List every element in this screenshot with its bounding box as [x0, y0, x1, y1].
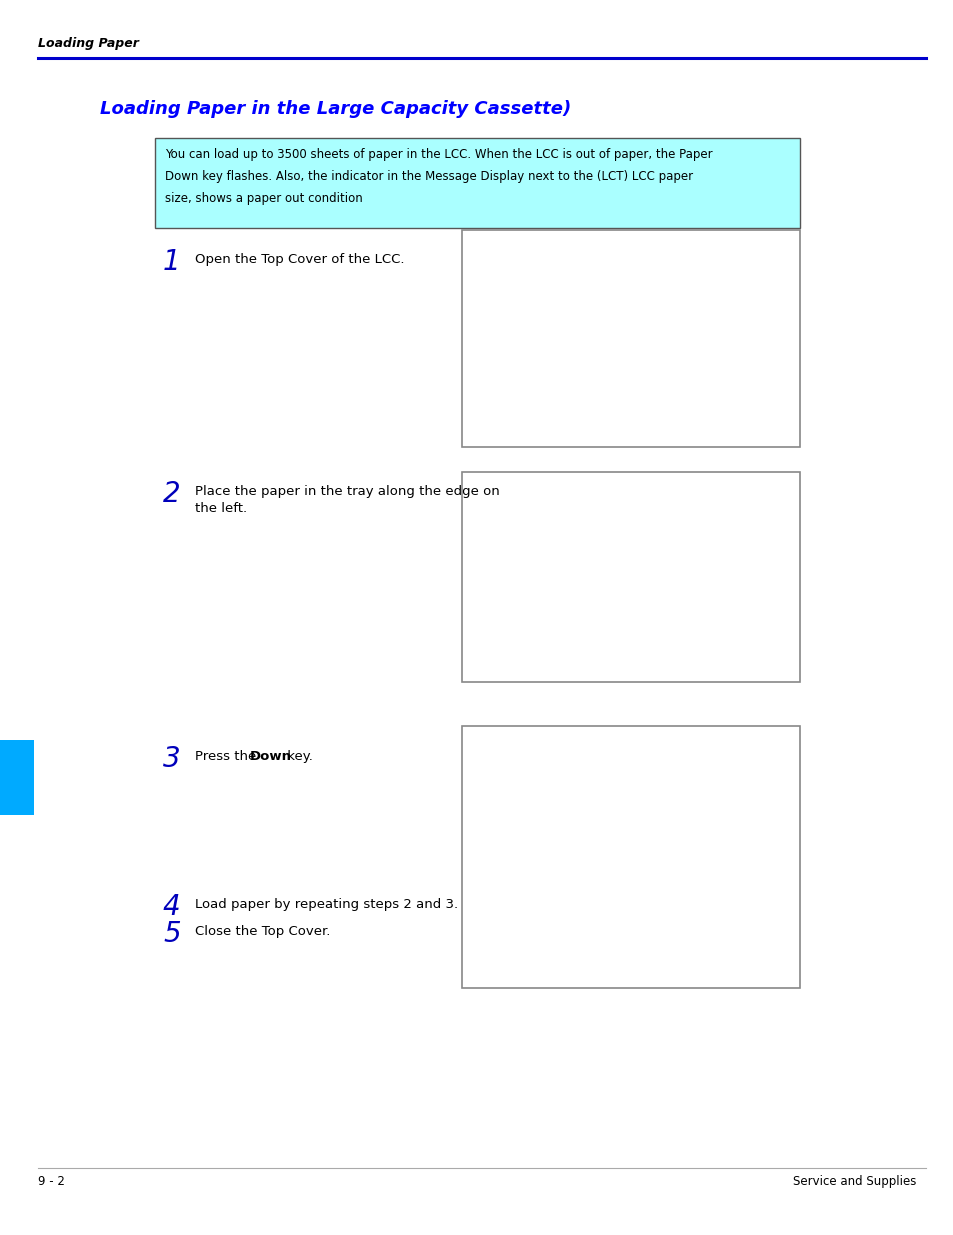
Text: Close the Top Cover.: Close the Top Cover.	[194, 925, 330, 939]
Text: Load paper by repeating steps 2 and 3.: Load paper by repeating steps 2 and 3.	[194, 898, 457, 911]
Text: Press the: Press the	[194, 750, 260, 763]
Text: 1: 1	[163, 248, 180, 275]
Text: Loading Paper: Loading Paper	[38, 37, 139, 49]
Bar	[461, 472, 800, 682]
Text: 9 - 2: 9 - 2	[38, 1174, 65, 1188]
Text: key.: key.	[283, 750, 313, 763]
Text: Place the paper in the tray along the edge on: Place the paper in the tray along the ed…	[194, 485, 499, 498]
Text: Service and Supplies: Service and Supplies	[792, 1174, 915, 1188]
Text: 5: 5	[163, 920, 180, 948]
Bar	[461, 726, 800, 988]
Text: 4: 4	[163, 893, 180, 921]
Bar	[0, 740, 34, 815]
Text: the left.: the left.	[194, 501, 247, 515]
Text: size, shows a paper out condition: size, shows a paper out condition	[165, 191, 362, 205]
Text: Open the Top Cover of the LCC.: Open the Top Cover of the LCC.	[194, 253, 404, 266]
Text: 2: 2	[163, 480, 180, 508]
Text: Down: Down	[250, 750, 292, 763]
Text: You can load up to 3500 sheets of paper in the LCC. When the LCC is out of paper: You can load up to 3500 sheets of paper …	[165, 148, 712, 161]
Bar	[461, 230, 800, 447]
Text: 3: 3	[163, 745, 180, 773]
Text: Loading Paper in the Large Capacity Cassette): Loading Paper in the Large Capacity Cass…	[100, 100, 571, 119]
Text: Down key flashes. Also, the indicator in the Message Display next to the (LCT) L: Down key flashes. Also, the indicator in…	[165, 170, 693, 183]
Bar	[154, 138, 800, 228]
